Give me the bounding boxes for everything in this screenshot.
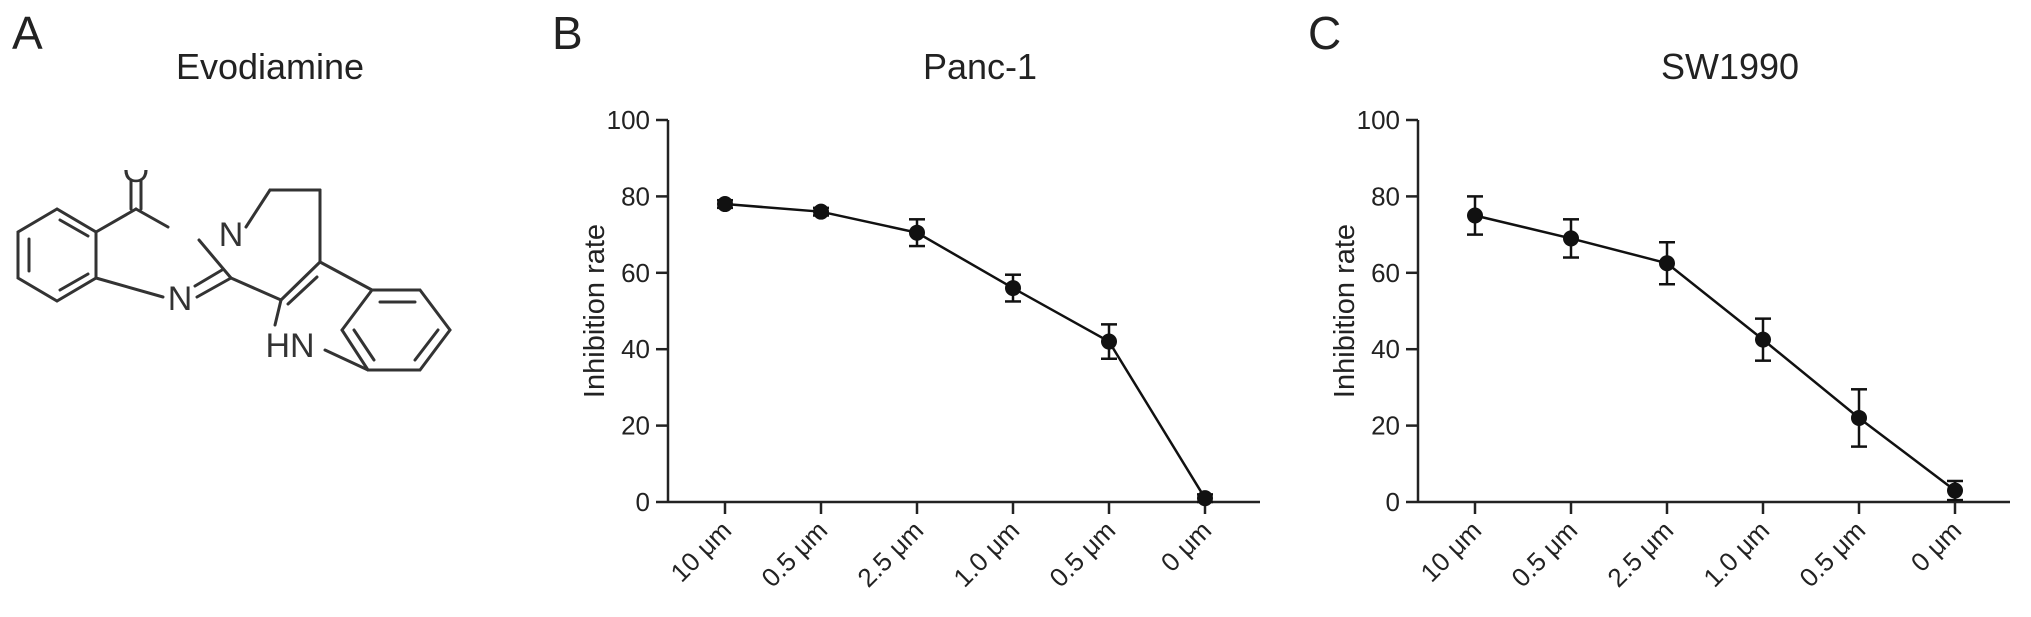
data-point: [1947, 482, 1963, 499]
series-line: [1474, 214, 1956, 492]
data-point: [1659, 255, 1675, 272]
y-axis-label: Inhibition rate: [579, 224, 611, 398]
data-point: [909, 224, 925, 241]
panel-letter-c: C: [1308, 7, 1342, 59]
evodiamine-structure: O N N HN: [16, 170, 452, 372]
data-point: [1005, 280, 1021, 297]
chart-title-panc1: Panc-1: [922, 46, 1038, 87]
y-tick-label: 80: [1371, 181, 1400, 211]
x-tick-label: 0 μm: [1155, 515, 1217, 577]
y-tick-label: 100: [1357, 105, 1400, 135]
y-tick-label: 0: [1386, 487, 1400, 517]
nh-atom-label: HN: [265, 327, 314, 365]
x-tick-label: 0.5 μm: [1043, 515, 1121, 593]
chart-title-sw1990: SW1990: [1660, 46, 1800, 87]
x-tick-label: 1.0 μm: [947, 515, 1025, 593]
y-tick-label: 60: [621, 258, 650, 288]
x-tick-label: 0.5 μm: [755, 515, 833, 593]
y-axis-label: Inhibition rate: [1329, 224, 1361, 398]
oxygen-atom-label: O: [123, 170, 149, 190]
nitrogen-atom-label-2: N: [168, 280, 193, 318]
data-point: [1197, 490, 1213, 507]
data-point: [1467, 207, 1483, 224]
data-point: [813, 203, 829, 220]
x-tick-label: 0.5 μm: [1505, 515, 1583, 593]
panel-letter-b: B: [552, 7, 583, 59]
y-tick-label: 100: [607, 105, 650, 135]
data-point: [1563, 230, 1579, 247]
x-tick-label: 0 μm: [1905, 515, 1967, 577]
y-tick-label: 20: [621, 411, 650, 441]
x-tick-label: 2.5 μm: [851, 515, 929, 593]
data-point: [1851, 409, 1867, 426]
x-tick-label: 10 μm: [665, 515, 738, 588]
y-tick-label: 20: [1371, 411, 1400, 441]
x-tick-label: 1.0 μm: [1697, 515, 1775, 593]
y-tick-label: 80: [621, 181, 650, 211]
x-tick-label: 10 μm: [1415, 515, 1488, 588]
y-tick-label: 0: [636, 487, 650, 517]
data-point: [1101, 333, 1117, 350]
structure-title: Evodiamine: [175, 46, 365, 87]
nitrogen-atom-label: N: [219, 216, 244, 254]
x-tick-label: 2.5 μm: [1601, 515, 1679, 593]
y-tick-label: 40: [1371, 334, 1400, 364]
data-point: [717, 196, 733, 213]
y-tick-label: 40: [621, 334, 650, 364]
y-tick-label: 60: [1371, 258, 1400, 288]
data-point: [1755, 331, 1771, 348]
series-line: [724, 202, 1207, 499]
x-tick-label: 0.5 μm: [1793, 515, 1871, 593]
panel-letter-a: A: [12, 7, 43, 59]
